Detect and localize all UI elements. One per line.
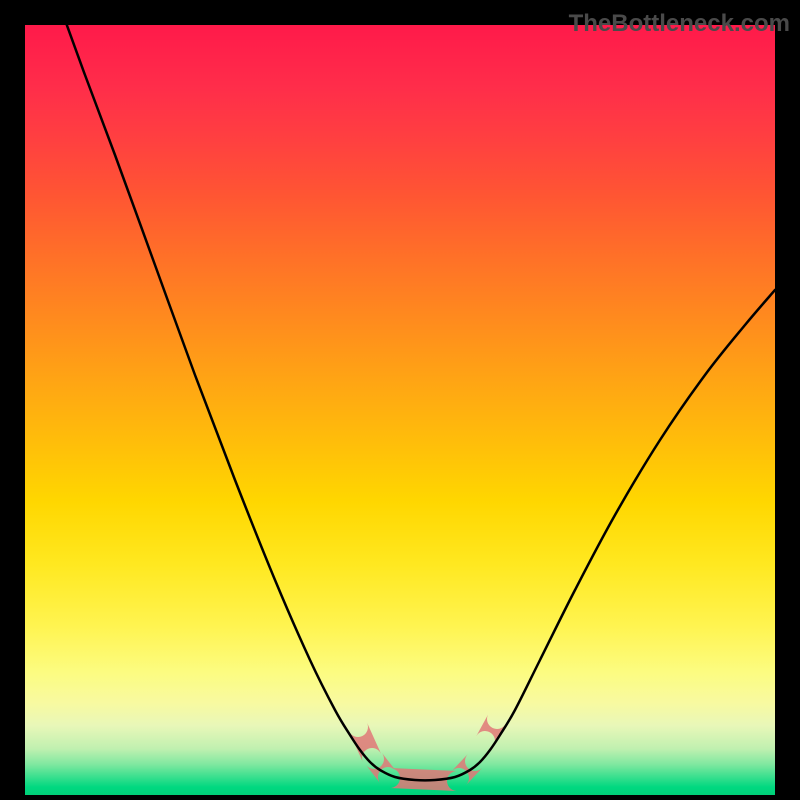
curve-marker <box>452 754 483 785</box>
curve-layer <box>25 25 775 795</box>
bottleneck-curve <box>65 25 775 780</box>
watermark-text: TheBottleneck.com <box>569 10 790 38</box>
chart-container <box>0 0 800 800</box>
curve-marker <box>476 714 506 746</box>
plot-area <box>25 25 775 795</box>
curve-marker <box>366 753 396 783</box>
